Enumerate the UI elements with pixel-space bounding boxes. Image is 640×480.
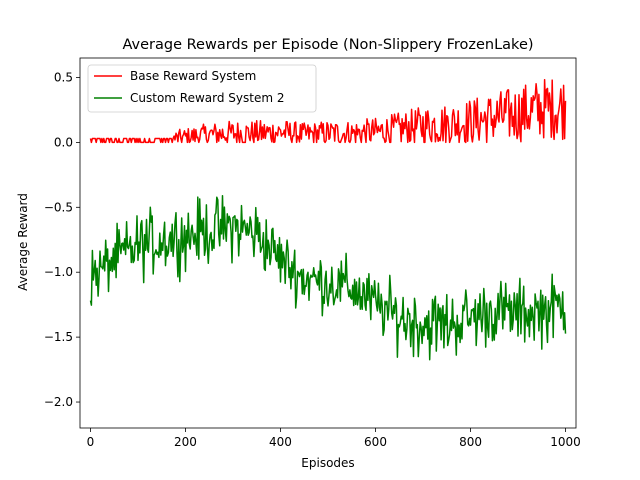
series-line-1: [89, 78, 567, 144]
y-tick-label: 0.5: [54, 70, 73, 84]
x-tick-label: 0: [87, 435, 95, 449]
legend-label-1: Base Reward System: [130, 69, 256, 83]
chart-title: Average Rewards per Episode (Non-Slipper…: [122, 37, 533, 53]
y-tick-label: −2.0: [44, 395, 73, 409]
y-tick-label: −0.5: [44, 200, 73, 214]
series-layer: [89, 78, 567, 361]
x-tick-label: 1000: [550, 435, 581, 449]
series-line-2: [89, 194, 567, 361]
axes-layer: 0 200 400 600 800 1000 −2.0 −1.5 −1.0 −0.5 0.0 0.5: [44, 57, 581, 449]
x-tick-label: 200: [174, 435, 197, 449]
y-axis-label: Average Reward: [16, 193, 30, 291]
x-tick-label: 800: [459, 435, 482, 449]
legend-box: [87, 64, 317, 113]
plot-frame: [79, 57, 577, 429]
y-tick-label: −1.5: [44, 330, 73, 344]
x-axis-label: Episodes: [301, 456, 354, 470]
legend: Base Reward System Custom Reward System 2: [87, 64, 317, 113]
legend-label-2: Custom Reward System 2: [130, 91, 285, 105]
x-tick-label: 600: [364, 435, 387, 449]
x-tick-label: 400: [269, 435, 292, 449]
y-tick-label: −1.0: [44, 265, 73, 279]
y-tick-label: 0.0: [54, 135, 73, 149]
